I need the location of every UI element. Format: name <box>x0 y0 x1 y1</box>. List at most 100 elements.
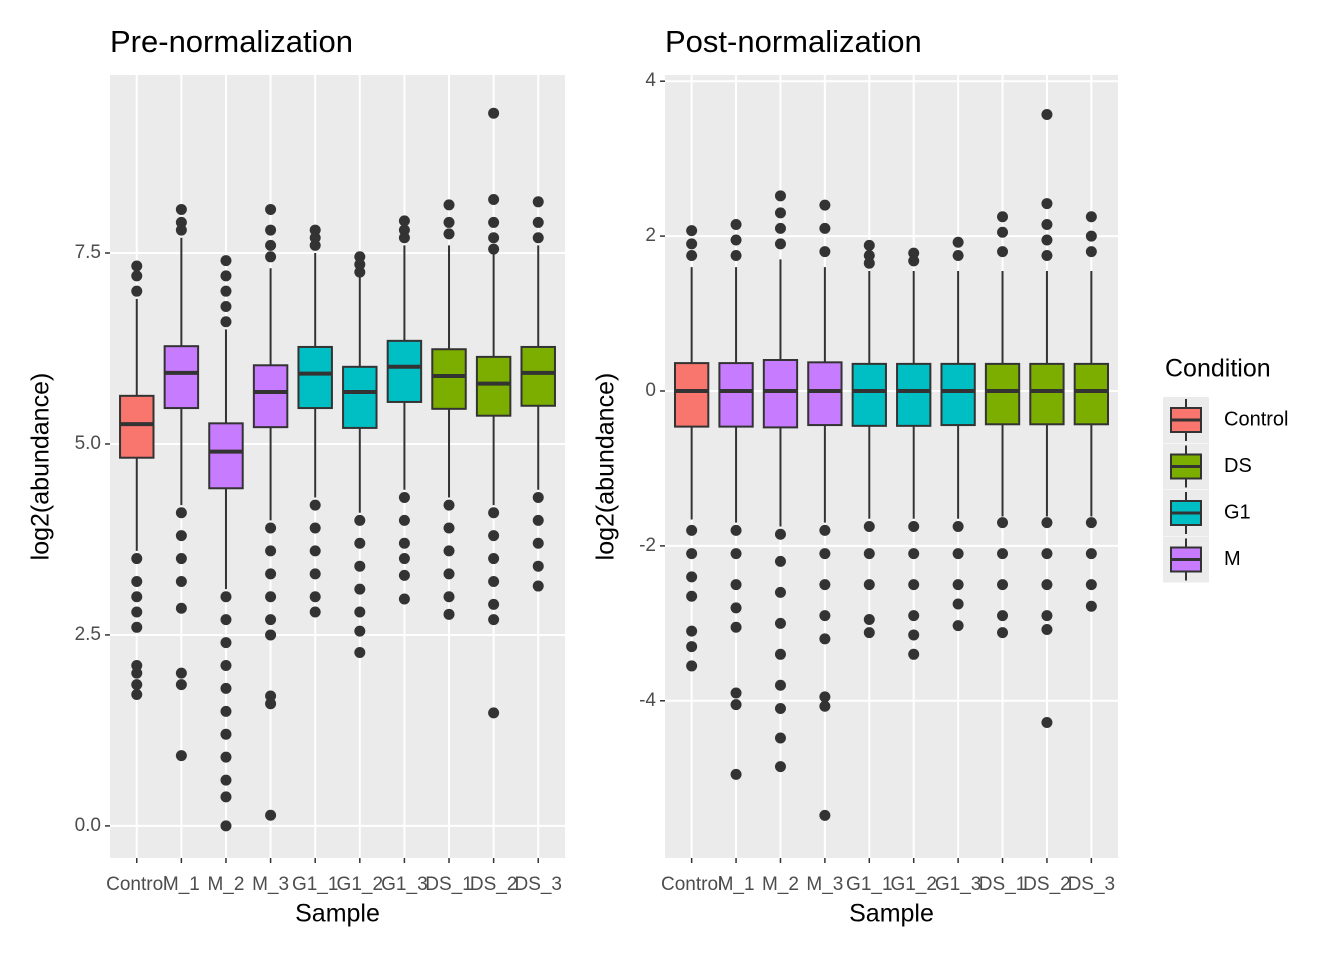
outlier <box>730 768 742 780</box>
y-tick-label: 5.0 <box>75 433 101 454</box>
outlier <box>354 583 366 595</box>
outlier <box>220 255 232 267</box>
outlier <box>908 610 920 622</box>
outlier <box>309 522 321 534</box>
outlier <box>1085 246 1097 258</box>
y-tick-label: 7.5 <box>75 242 101 263</box>
outlier <box>131 667 143 679</box>
outlier <box>1085 548 1097 560</box>
outlier <box>488 232 500 244</box>
outlier <box>265 545 277 557</box>
outlier <box>863 239 875 251</box>
x-tick-label: G1_2 <box>337 874 383 895</box>
x-tick-label: G1_3 <box>381 874 427 895</box>
outlier <box>131 591 143 603</box>
y-tick-label: -2 <box>639 535 656 556</box>
outlier <box>1041 579 1053 591</box>
outlier <box>220 705 232 717</box>
outlier <box>1041 108 1053 120</box>
outlier <box>952 236 964 248</box>
outlier <box>354 266 366 278</box>
outlier <box>863 579 875 591</box>
outlier <box>175 203 187 215</box>
outlier <box>220 270 232 282</box>
x-tick-label: DS_1 <box>979 874 1027 895</box>
outlier <box>819 524 831 536</box>
outlier <box>1041 198 1053 210</box>
outlier <box>220 637 232 649</box>
outlier <box>532 580 544 592</box>
legend-label: M <box>1224 548 1241 570</box>
x-tick-label: DS_1 <box>425 874 473 895</box>
outlier <box>443 228 455 240</box>
y-tick-label: 0 <box>645 380 656 401</box>
outlier <box>131 621 143 633</box>
outlier <box>220 820 232 832</box>
outlier <box>819 199 831 211</box>
outlier <box>220 316 232 328</box>
outlier <box>774 586 786 598</box>
outlier <box>997 211 1009 223</box>
outlier <box>774 732 786 744</box>
outlier <box>488 107 500 119</box>
box <box>1073 362 1110 426</box>
outlier <box>131 689 143 701</box>
outlier <box>175 216 187 228</box>
outlier <box>863 627 875 639</box>
outlier <box>686 238 698 250</box>
outlier <box>730 218 742 230</box>
panel-background <box>665 75 1118 858</box>
outlier <box>398 553 410 565</box>
chart-title: Post-normalization <box>665 24 922 59</box>
outlier <box>265 698 277 710</box>
outlier <box>398 569 410 581</box>
outlier <box>443 499 455 511</box>
x-tick-label: G1_1 <box>846 874 892 895</box>
box <box>208 422 244 490</box>
outlier <box>819 579 831 591</box>
outlier <box>220 614 232 626</box>
outlier <box>774 617 786 629</box>
outlier <box>1085 600 1097 612</box>
y-tick-label: 2 <box>645 225 656 246</box>
outlier <box>1041 716 1053 728</box>
outlier <box>730 699 742 711</box>
outlier <box>443 199 455 211</box>
outlier <box>863 249 875 261</box>
outlier <box>1041 624 1053 636</box>
outlier <box>398 491 410 503</box>
outlier <box>1085 579 1097 591</box>
outlier <box>997 246 1009 258</box>
box <box>762 359 799 429</box>
outlier <box>220 751 232 763</box>
outlier <box>354 606 366 618</box>
legend-label: G1 <box>1224 501 1251 523</box>
outlier <box>819 246 831 258</box>
y-tick-label: -4 <box>639 690 656 711</box>
outlier <box>354 514 366 526</box>
outlier <box>175 224 187 236</box>
y-tick-label: 0.0 <box>75 815 101 836</box>
outlier <box>443 216 455 228</box>
outlier <box>997 226 1009 238</box>
outlier <box>774 238 786 250</box>
outlier <box>1041 218 1053 230</box>
outlier <box>488 216 500 228</box>
outlier <box>175 679 187 691</box>
outlier <box>175 530 187 542</box>
outlier <box>354 647 366 659</box>
box <box>851 362 887 427</box>
legend-title: Condition <box>1165 355 1271 383</box>
outlier <box>131 270 143 282</box>
chart-title: Pre-normalization <box>110 24 353 59</box>
outlier <box>398 232 410 244</box>
outlier <box>819 548 831 560</box>
outlier <box>488 243 500 255</box>
box <box>297 345 333 410</box>
outlier <box>220 791 232 803</box>
outlier <box>220 682 232 694</box>
outlier <box>730 249 742 261</box>
outlier <box>863 257 875 269</box>
outlier <box>730 548 742 560</box>
box <box>718 362 754 428</box>
